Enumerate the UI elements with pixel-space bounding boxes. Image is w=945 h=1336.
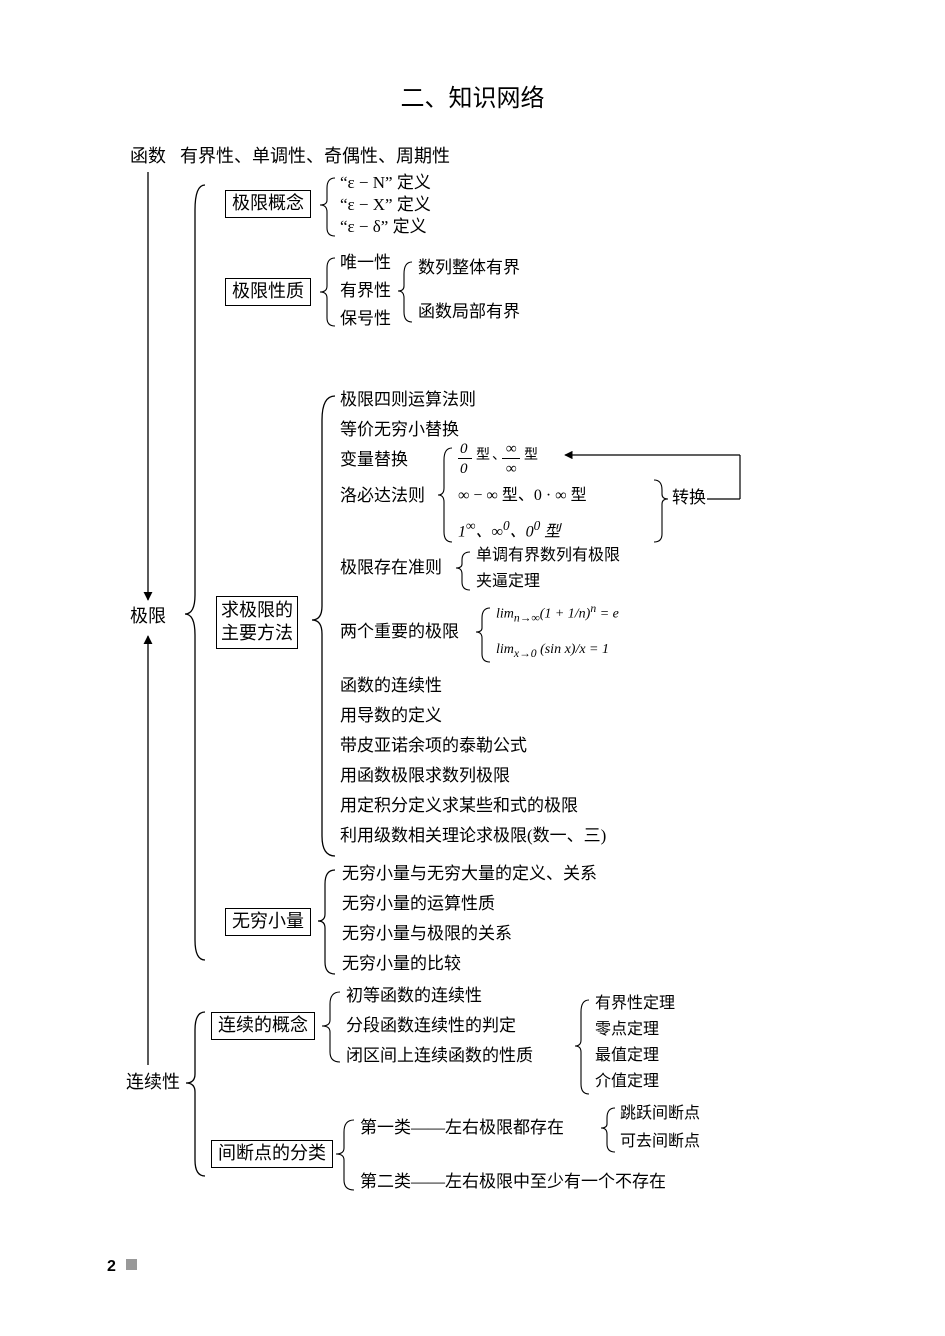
- page-number: 2: [107, 1258, 137, 1276]
- jd-l2: 第二类——左右极限中至少有一个不存在: [360, 1172, 666, 1192]
- jd-l1-a: 跳跃间断点: [620, 1104, 700, 1123]
- page-footer-square: [126, 1259, 137, 1270]
- jd-l1-b: 可去间断点: [620, 1132, 700, 1151]
- page-number-text: 2: [107, 1258, 116, 1275]
- jd-l1-sub-brace: [0, 0, 945, 1336]
